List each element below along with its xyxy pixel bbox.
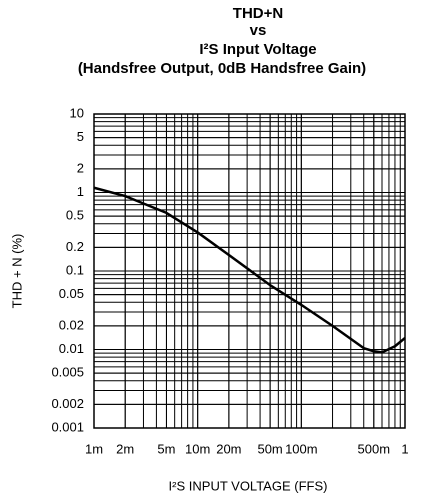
chart-title: vs <box>250 22 267 39</box>
x-tick-label: 1m <box>85 441 103 456</box>
chart-title: THD+N <box>233 5 283 22</box>
data-line <box>93 186 406 354</box>
x-tick-label: 500m <box>358 441 391 456</box>
y-tick-label: 10 <box>70 105 84 120</box>
x-axis-label: I²S INPUT VOLTAGE (FFS) <box>169 478 328 493</box>
y-tick-label: 0.2 <box>66 239 84 254</box>
y-tick-label: 1 <box>77 184 84 199</box>
y-tick-label: 0.001 <box>51 419 84 434</box>
y-tick-label: 0.02 <box>59 317 84 332</box>
x-tick-label: 20m <box>216 441 241 456</box>
x-tick-label: 10m <box>185 441 210 456</box>
x-tick-label: 1 <box>401 441 408 456</box>
x-tick-label: 50m <box>257 441 282 456</box>
x-tick-label: 100m <box>285 441 318 456</box>
y-tick-label: 0.05 <box>59 286 84 301</box>
x-tick-label: 5m <box>157 441 175 456</box>
y-tick-label: 0.01 <box>59 341 84 356</box>
y-tick-label: 5 <box>77 129 84 144</box>
y-tick-label: 2 <box>77 160 84 175</box>
plot-frame <box>93 113 406 429</box>
y-axis-label: THD + N (%) <box>9 234 24 309</box>
y-tick-label: 0.5 <box>66 208 84 223</box>
x-tick-label: 2m <box>116 441 134 456</box>
chart-title: (Handsfree Output, 0dB Handsfree Gain) <box>78 60 366 77</box>
y-tick-label: 0.005 <box>51 365 84 380</box>
y-tick-label: 0.1 <box>66 262 84 277</box>
chart-title: I²S Input Voltage <box>199 41 316 58</box>
y-tick-label: 0.002 <box>51 396 84 411</box>
